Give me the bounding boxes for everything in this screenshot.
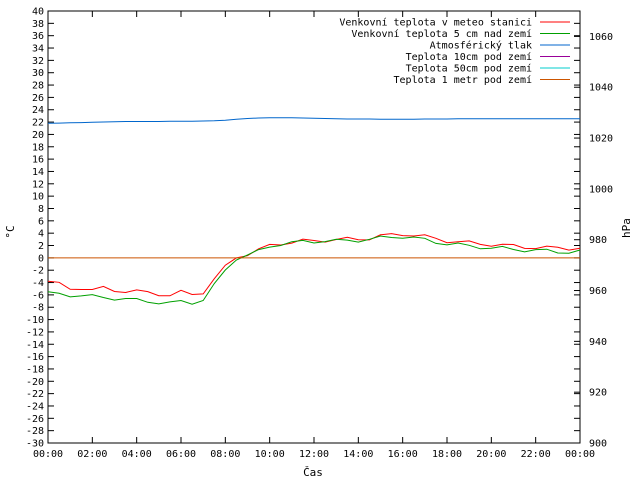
x-tick-label: 12:00	[299, 449, 329, 460]
x-tick-label: 14:00	[343, 449, 373, 460]
x-tick-label: 18:00	[432, 449, 462, 460]
right-tick-label: 980	[589, 235, 607, 246]
x-tick-label: 00:00	[565, 449, 595, 460]
left-tick-label: 0	[38, 253, 44, 264]
x-tick-label: 00:00	[33, 449, 63, 460]
legend-label-3: Atmosférický tlak	[430, 40, 532, 52]
left-tick-label: 26	[32, 93, 44, 104]
right-tick-label: 1000	[589, 184, 613, 195]
left-tick-label: -26	[26, 414, 44, 425]
right-axis-title: hPa	[620, 218, 633, 238]
left-tick-label: -24	[26, 401, 44, 412]
legend-label-6: Teplota 1 metr pod zemí	[394, 74, 532, 86]
x-tick-label: 10:00	[255, 449, 285, 460]
left-tick-label: 14	[32, 167, 44, 178]
right-tick-label: 960	[589, 286, 607, 297]
right-tick-label: 1040	[589, 83, 613, 94]
left-tick-label: 22	[32, 118, 44, 129]
legend-label-5: Teplota 50cm pod zemí	[406, 63, 532, 75]
legend: Venkovní teplota v meteo staniciVenkovní…	[339, 17, 570, 86]
left-axis-title: °C	[4, 225, 17, 238]
series-line-3	[47, 117, 580, 124]
series-line-2	[47, 235, 581, 305]
x-tick-label: 06:00	[166, 449, 196, 460]
left-tick-label: -4	[32, 278, 44, 289]
left-tick-label: 10	[32, 192, 44, 203]
left-tick-label: 20	[32, 130, 44, 141]
left-tick-label: 8	[38, 204, 44, 215]
x-tick-label: 02:00	[77, 449, 107, 460]
left-tick-label: -18	[26, 364, 44, 375]
left-tick-label: 24	[32, 105, 44, 116]
x-tick-label: 08:00	[210, 449, 240, 460]
left-tick-label: 32	[32, 56, 44, 67]
left-tick-label: -14	[26, 340, 44, 351]
left-tick-label: -28	[26, 426, 44, 437]
left-axis: 4038363432302826242220181614121086420-2-…	[26, 7, 580, 450]
left-tick-label: 4	[38, 229, 44, 240]
left-tick-label: -30	[26, 439, 44, 450]
series-line-1	[47, 233, 581, 297]
legend-label-1: Venkovní teplota v meteo stanici	[339, 17, 532, 29]
right-axis: 1060 1040 1020 1000 980 960 940 920 900	[574, 32, 613, 450]
x-axis: 00:00 02:00 04:00 06:00 08:00 10:00 12:00 14:00…	[33, 11, 595, 460]
right-tick-label: 1060	[589, 32, 613, 43]
left-tick-label: 16	[32, 155, 44, 166]
left-tick-label: 12	[32, 179, 44, 190]
left-tick-label: 34	[32, 44, 44, 55]
left-tick-label: 38	[32, 19, 44, 30]
left-tick-label: -2	[32, 266, 44, 277]
right-tick-label: 900	[589, 439, 607, 450]
legend-label-2: Venkovní teplota 5 cm nad zemí	[351, 28, 532, 40]
series-lines	[47, 117, 581, 305]
left-tick-label: 30	[32, 68, 44, 79]
left-tick-label: -8	[32, 303, 44, 314]
legend-label-4: Teplota 10cm pod zemí	[406, 51, 532, 63]
left-tick-label: -10	[26, 315, 44, 326]
left-tick-label: 6	[38, 216, 44, 227]
left-tick-label: -22	[26, 389, 44, 400]
left-tick-label: 40	[32, 7, 44, 18]
left-tick-label: 36	[32, 31, 44, 42]
left-tick-label: -20	[26, 377, 44, 388]
left-tick-label: -6	[32, 290, 44, 301]
x-tick-label: 22:00	[521, 449, 551, 460]
x-tick-label: 20:00	[476, 449, 506, 460]
left-tick-label: -12	[26, 327, 44, 338]
x-tick-label: 16:00	[388, 449, 418, 460]
right-tick-label: 1020	[589, 134, 613, 145]
right-tick-label: 940	[589, 337, 607, 348]
left-tick-label: 2	[38, 241, 44, 252]
x-axis-title: Čas	[303, 466, 323, 479]
left-tick-label: 28	[32, 81, 44, 92]
right-tick-label: 920	[589, 388, 607, 399]
left-tick-label: -16	[26, 352, 44, 363]
x-tick-label: 04:00	[122, 449, 152, 460]
left-tick-label: 18	[32, 142, 44, 153]
